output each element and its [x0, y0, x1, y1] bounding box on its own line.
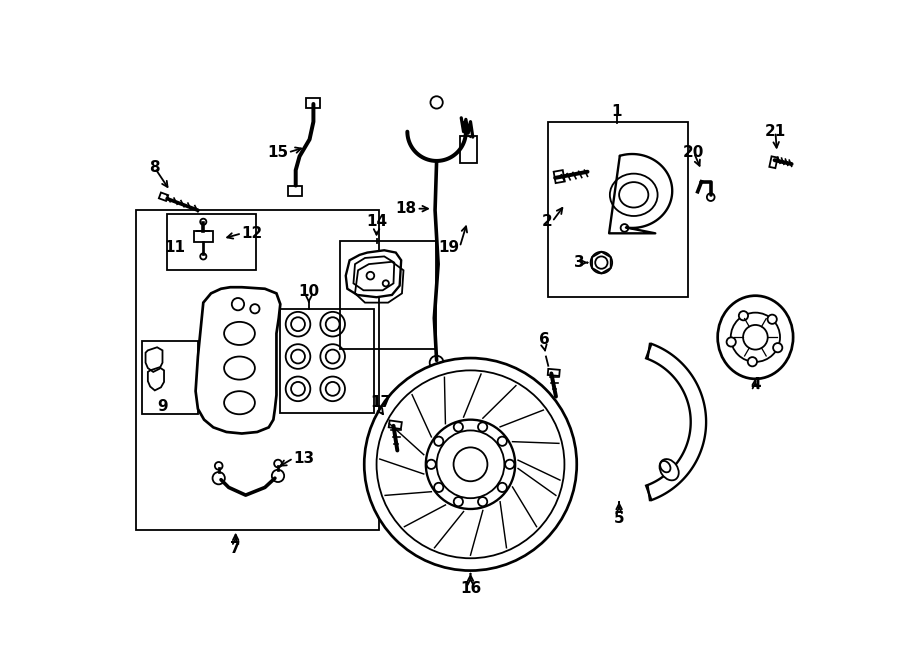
Bar	[339, 241, 436, 349]
Circle shape	[739, 311, 748, 321]
Circle shape	[590, 252, 612, 274]
Circle shape	[285, 377, 310, 401]
Text: 6: 6	[539, 332, 550, 347]
Bar	[554, 170, 565, 183]
Bar	[307, 98, 320, 108]
Circle shape	[478, 422, 487, 432]
Bar	[136, 210, 379, 529]
Circle shape	[285, 344, 310, 369]
Text: 11: 11	[165, 240, 185, 254]
Circle shape	[426, 420, 515, 509]
Polygon shape	[195, 288, 280, 434]
Circle shape	[250, 304, 259, 313]
Circle shape	[434, 437, 444, 446]
Text: 8: 8	[149, 161, 160, 175]
Circle shape	[478, 497, 487, 506]
Text: 15: 15	[267, 145, 288, 160]
Circle shape	[320, 377, 345, 401]
Bar	[141, 341, 198, 414]
Text: 3: 3	[574, 255, 584, 270]
Circle shape	[200, 219, 206, 225]
Circle shape	[726, 337, 736, 346]
Circle shape	[498, 437, 507, 446]
Circle shape	[274, 459, 282, 467]
Text: 18: 18	[395, 201, 417, 216]
Circle shape	[454, 422, 463, 432]
Bar	[548, 369, 560, 376]
Circle shape	[748, 357, 757, 366]
Bar	[158, 192, 168, 201]
Ellipse shape	[717, 295, 793, 379]
Circle shape	[454, 497, 463, 506]
Ellipse shape	[660, 459, 679, 481]
Text: 14: 14	[366, 214, 387, 229]
Text: 5: 5	[614, 510, 625, 525]
Polygon shape	[646, 344, 706, 500]
Circle shape	[427, 459, 436, 469]
Circle shape	[285, 312, 310, 336]
Bar	[389, 420, 401, 429]
Bar	[167, 214, 256, 270]
Text: 17: 17	[370, 395, 391, 410]
Circle shape	[768, 315, 777, 324]
Text: 7: 7	[230, 541, 241, 557]
Bar	[460, 136, 477, 163]
Circle shape	[272, 470, 284, 482]
Text: 4: 4	[750, 377, 760, 392]
Circle shape	[200, 253, 206, 260]
Circle shape	[320, 312, 345, 336]
Circle shape	[232, 298, 244, 310]
Bar	[288, 186, 302, 196]
Text: 19: 19	[438, 240, 460, 254]
Text: 1: 1	[611, 104, 622, 119]
Circle shape	[320, 344, 345, 369]
Circle shape	[773, 343, 782, 352]
Circle shape	[429, 356, 444, 369]
Circle shape	[215, 462, 222, 470]
Bar	[194, 231, 212, 242]
Bar	[770, 156, 778, 168]
Text: 13: 13	[293, 451, 314, 465]
Text: 10: 10	[298, 284, 320, 299]
Text: 21: 21	[765, 124, 786, 139]
Circle shape	[364, 358, 577, 570]
Bar	[280, 309, 374, 412]
Polygon shape	[346, 251, 401, 297]
Circle shape	[498, 483, 507, 492]
Circle shape	[706, 193, 715, 201]
Circle shape	[212, 472, 225, 485]
Circle shape	[434, 483, 444, 492]
Circle shape	[430, 97, 443, 108]
Text: 9: 9	[158, 399, 167, 414]
Circle shape	[505, 459, 515, 469]
Text: 16: 16	[460, 582, 482, 596]
Text: 2: 2	[542, 214, 552, 229]
Text: 12: 12	[242, 226, 263, 241]
Bar	[548, 122, 688, 297]
Text: 20: 20	[683, 145, 705, 160]
